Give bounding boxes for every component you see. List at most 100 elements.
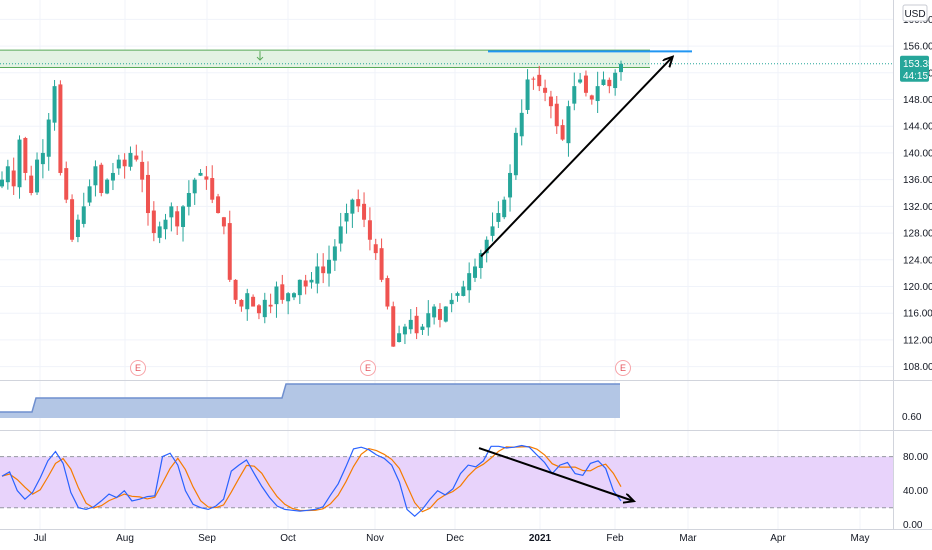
candle-body <box>280 284 285 300</box>
candle-body <box>496 213 501 222</box>
candle-body <box>484 239 489 254</box>
candle-body <box>303 280 308 287</box>
candle-body <box>414 315 419 334</box>
candle-body <box>554 103 559 127</box>
candle-body <box>537 74 542 87</box>
candle-body <box>256 305 261 314</box>
candle-body <box>286 293 291 302</box>
pane-separators <box>0 0 932 530</box>
candle-body <box>589 95 594 100</box>
candle-body <box>128 152 133 167</box>
candle-body <box>432 306 437 318</box>
price-tick-label: 116.00 <box>903 309 932 320</box>
candle-body <box>297 279 302 296</box>
candle-body <box>17 139 22 188</box>
candle-body <box>309 279 314 283</box>
time-tick-label: May <box>851 533 870 544</box>
candle-body <box>566 106 571 144</box>
candle-body <box>595 86 600 102</box>
time-tick-label: Jul <box>34 533 47 544</box>
candle-body <box>227 223 232 280</box>
candle-body <box>578 79 583 83</box>
candle-body <box>181 206 186 227</box>
candle-body <box>332 246 337 261</box>
candle-body <box>543 87 548 93</box>
candle-body <box>169 206 174 218</box>
candle-body <box>426 313 431 328</box>
price-tick-label: 128.00 <box>903 229 932 240</box>
time-axis[interactable]: Jul Aug Sep Oct Nov Dec 2021 Feb Mar Apr May <box>34 533 870 544</box>
candle-body <box>81 206 86 224</box>
candle-body <box>274 286 279 305</box>
candle-body <box>239 299 244 307</box>
price-tick-label: 120.00 <box>903 282 932 293</box>
candle-body <box>373 244 378 254</box>
candle-body <box>583 75 588 93</box>
candle-body <box>0 179 4 187</box>
stochastic-tick-label: 80.00 <box>903 452 928 463</box>
currency-box[interactable] <box>902 4 928 22</box>
candle-body <box>490 226 495 236</box>
rising-trendline-arrow[interactable] <box>480 57 672 258</box>
candle-body <box>157 226 162 238</box>
candle-body <box>356 199 361 207</box>
candle-body <box>560 125 565 140</box>
price-tag <box>900 55 929 82</box>
currency-label: USD <box>904 9 925 20</box>
candle-body <box>151 210 156 234</box>
candle-body <box>467 273 472 291</box>
candle-body <box>245 293 250 310</box>
volume-axis-label: 0.60 <box>902 412 922 423</box>
candle-body <box>619 63 623 73</box>
candle-body <box>46 119 51 157</box>
candle-body <box>29 175 34 193</box>
candle-body <box>607 79 612 87</box>
candle-body <box>262 299 267 318</box>
candle-body <box>449 299 454 305</box>
earnings-marker[interactable] <box>615 360 631 376</box>
stochastic-tick-label: 40.00 <box>903 486 928 497</box>
candle-body <box>122 159 127 167</box>
candle-body <box>402 326 407 335</box>
candle-body <box>513 132 518 176</box>
candle-body <box>110 172 115 181</box>
candle-body <box>198 172 203 176</box>
price-axis[interactable]: 160.00156.00152.00148.00144.00140.00136.… <box>903 15 932 531</box>
price-tick-label: 136.00 <box>903 175 932 186</box>
volume-line <box>0 383 620 413</box>
candle-body <box>531 78 536 80</box>
candle-body <box>379 248 384 280</box>
candle-body <box>350 199 355 214</box>
candle-body <box>204 176 209 180</box>
candle-body <box>221 217 226 227</box>
earnings-marker[interactable] <box>130 360 146 376</box>
candle-body <box>175 211 180 227</box>
stochastic-k-line <box>1 444 622 518</box>
candle-body <box>87 186 92 203</box>
resistance-zone[interactable] <box>0 50 650 68</box>
candle-body <box>338 226 343 244</box>
candle-body <box>163 219 168 230</box>
price-tick-label: 124.00 <box>903 255 932 266</box>
candle-body <box>52 86 57 123</box>
candle-body <box>140 161 145 180</box>
candle-body <box>508 172 513 198</box>
earnings-marker-label: E <box>620 363 626 373</box>
earnings-marker[interactable] <box>360 360 376 376</box>
candle-body <box>11 170 16 187</box>
candle-body <box>116 159 121 169</box>
candle-body <box>99 164 104 193</box>
time-tick-label: Apr <box>770 533 786 544</box>
price-tick-label: 108.00 <box>903 362 932 373</box>
divergence-arrow[interactable] <box>478 447 633 501</box>
candle-body <box>601 79 606 85</box>
volume-area <box>0 384 620 418</box>
candle-body <box>58 84 63 173</box>
candle-body <box>473 266 478 278</box>
candle-body <box>233 279 238 300</box>
price-tick-label: 148.00 <box>903 95 932 106</box>
candle-body <box>268 304 273 307</box>
candle-body <box>134 155 139 160</box>
